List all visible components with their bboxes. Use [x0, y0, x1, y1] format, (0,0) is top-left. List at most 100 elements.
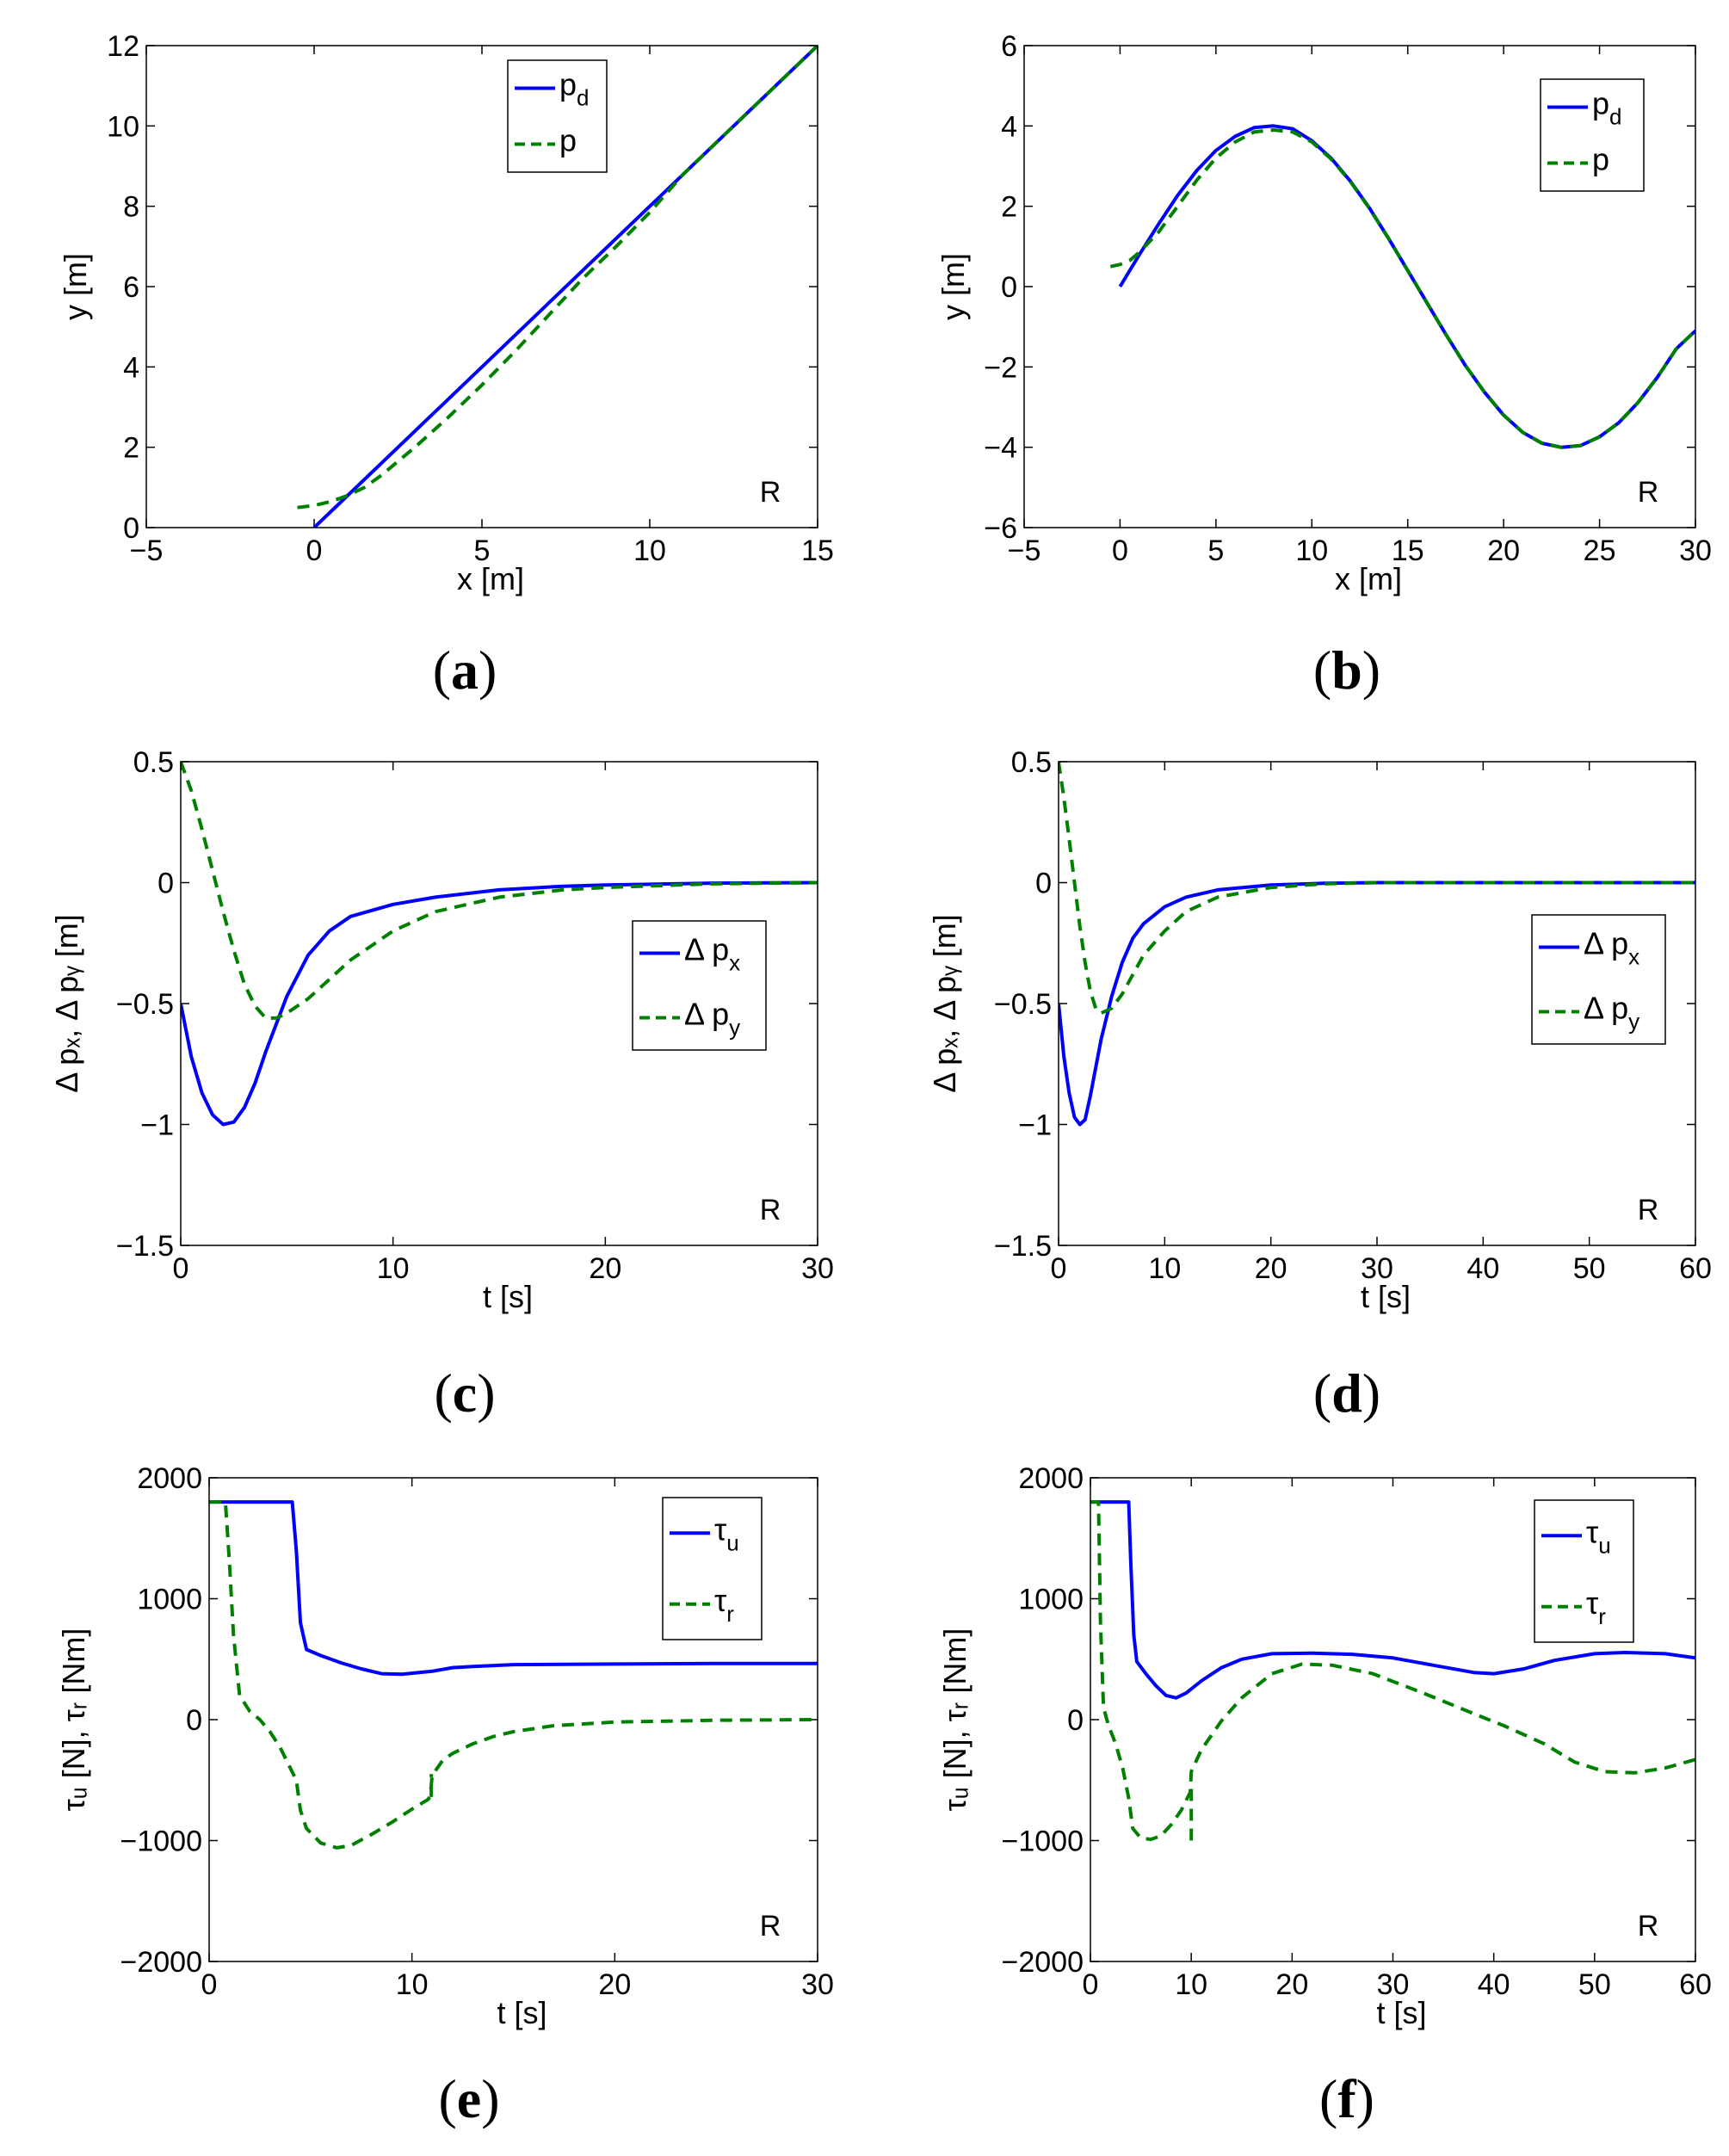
caption-open-paren: (	[1313, 1362, 1331, 1424]
x-tick-label: 0	[306, 534, 323, 567]
legend-label: τu	[714, 1511, 739, 1555]
legend-label-base: p	[559, 67, 577, 102]
y-tick-label: −1	[1018, 1109, 1052, 1142]
x-tick-label: 20	[1255, 1252, 1287, 1285]
series-line	[209, 1500, 818, 1850]
legend-label-sub: d	[1609, 104, 1621, 130]
y-tick-label: −2	[984, 351, 1017, 384]
y-tick-label: 0	[186, 1704, 202, 1737]
legend-label: τu	[1586, 1514, 1611, 1558]
legend: Δ px Δ py	[632, 920, 767, 1051]
legend-label-sub: x	[729, 950, 740, 976]
legend-label: Δ py	[684, 997, 740, 1041]
y-tick-label: 1000	[1018, 1584, 1084, 1616]
panel-caption: (b)	[1313, 639, 1380, 701]
caption-letter: e	[457, 2068, 481, 2129]
series-group	[181, 762, 818, 1127]
x-tick-label: 20	[1487, 534, 1520, 567]
x-tick-label: 10	[1295, 534, 1328, 567]
axes-frame	[208, 1477, 818, 1962]
legend-label: τr	[1586, 1585, 1606, 1629]
legend: pdp	[507, 59, 608, 173]
caption-open-paren: (	[433, 639, 451, 701]
y-tick-label: 2000	[137, 1462, 202, 1495]
legend-label-base: Δ p	[1584, 991, 1628, 1026]
legend-label: p	[559, 123, 577, 158]
y-tick-label: −1.5	[116, 1230, 174, 1263]
caption-letter: b	[1331, 639, 1362, 701]
series-group	[209, 1500, 818, 1850]
x-tick-label: 30	[801, 1968, 834, 2001]
x-tick-label: 30	[1377, 1968, 1410, 2001]
y-tick-label: 10	[107, 110, 139, 143]
legend-label-base: Δ p	[684, 932, 729, 967]
series-line	[1059, 762, 1695, 1016]
legend: τu τr	[1534, 1499, 1634, 1643]
legend-label: p	[1592, 142, 1609, 177]
legend-label-sub: r	[1598, 1603, 1606, 1629]
y-tick-label: 4	[1001, 110, 1017, 143]
x-axis-label: x [m]	[457, 561, 524, 596]
legend-label-base: Δ p	[1584, 926, 1628, 961]
corner-label: R	[760, 1194, 781, 1226]
y-tick-label: 0.5	[133, 746, 174, 779]
caption-open-paren: (	[1319, 2068, 1337, 2129]
panel-caption: (d)	[1313, 1362, 1380, 1424]
x-tick-label: 10	[1148, 1252, 1181, 1285]
axes-frame	[1090, 1477, 1696, 1962]
legend-box	[662, 1497, 763, 1640]
x-tick-label: 30	[1679, 534, 1712, 567]
caption-letter: f	[1337, 2068, 1356, 2129]
caption-open-paren: (	[438, 2068, 456, 2129]
x-tick-label: −5	[130, 534, 164, 567]
x-tick-label: 25	[1584, 534, 1616, 567]
corner-label: R	[1638, 1194, 1659, 1226]
legend-label-base: p	[1592, 142, 1609, 177]
y-tick-label: 4	[123, 351, 139, 384]
legend-label-sub: x	[1628, 944, 1639, 970]
x-tick-label: 0	[1112, 534, 1128, 567]
series-line	[181, 880, 818, 1127]
x-tick-label: 60	[1679, 1968, 1712, 2001]
y-tick-label: −1.5	[994, 1230, 1052, 1263]
y-tick-label: −2000	[1002, 1946, 1084, 1979]
x-tick-label: 60	[1679, 1252, 1712, 1285]
legend-box	[632, 920, 767, 1051]
legend-label-base: τ	[714, 1583, 726, 1618]
x-tick-label: 20	[1275, 1968, 1308, 2001]
legend: pdp	[1540, 78, 1645, 192]
panel-d: 0 10 20 30 40 50 60 −1.5 −1 −0.5 0 0.5 t [s] Δ pₓ, Δ …	[927, 746, 1712, 1424]
legend-label: Δ px	[1584, 926, 1639, 970]
panel-caption: (e)	[438, 2068, 499, 2129]
legend-label-sub: d	[577, 85, 589, 111]
panel-f: 0 10 20 30 40 50 60 −2000 −1000 0 1000 2000 t [s] τᵤ …	[937, 1462, 1712, 2129]
legend-box	[1531, 914, 1666, 1045]
y-axis-label: Δ pₓ, Δ pᵧ [m]	[927, 914, 962, 1093]
caption-close-paren: )	[1362, 1362, 1380, 1424]
y-axis-label: τᵤ [N], τᵣ [Nm]	[56, 1628, 91, 1812]
axes-frame	[145, 45, 818, 528]
axes-frame	[180, 761, 818, 1246]
y-tick-label: −0.5	[994, 988, 1052, 1021]
legend-label-sub: y	[729, 1015, 740, 1041]
panel-caption: (f)	[1319, 2068, 1374, 2129]
caption-close-paren: )	[479, 639, 497, 701]
legend-label-base: p	[1592, 86, 1609, 121]
y-tick-label: 0	[157, 868, 174, 900]
x-axis-label: x [m]	[1335, 561, 1402, 596]
y-axis-label: y [m]	[936, 253, 971, 320]
x-tick-label: 20	[598, 1968, 631, 2001]
y-tick-label: 0	[123, 512, 139, 545]
axes-frame	[1023, 45, 1696, 528]
x-tick-label: 10	[377, 1252, 410, 1285]
x-tick-label: 40	[1467, 1252, 1499, 1285]
y-tick-label: 0	[1067, 1704, 1084, 1737]
y-tick-label: 2	[1001, 191, 1017, 224]
y-axis-label: τᵤ [N], τᵣ [Nm]	[937, 1628, 973, 1812]
x-tick-label: 15	[801, 534, 834, 567]
x-tick-label: −5	[1008, 534, 1041, 567]
series-line	[312, 46, 818, 528]
